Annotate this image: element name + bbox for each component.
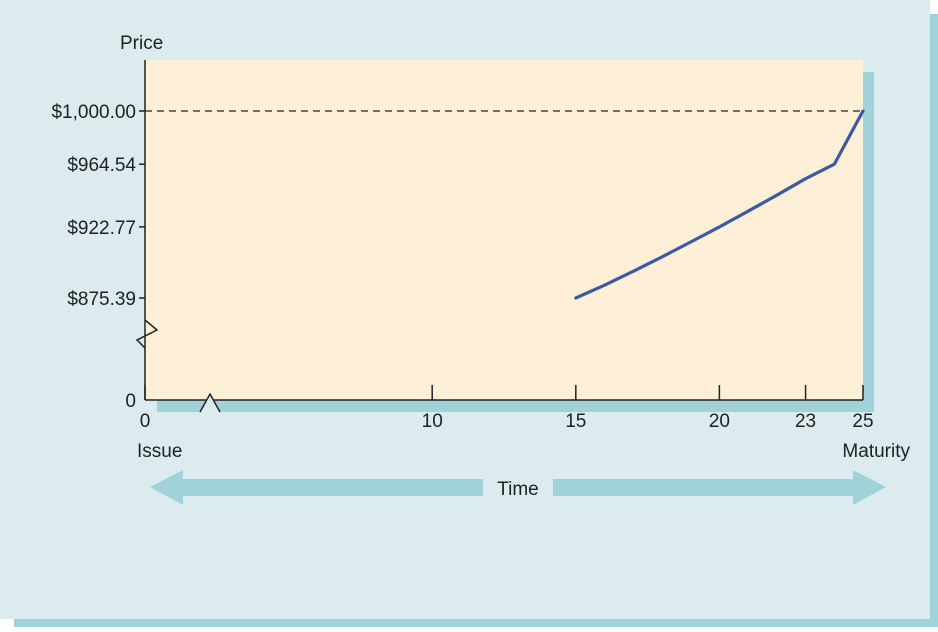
y-tick-label: $1,000.00: [51, 102, 136, 123]
y-axis: $1,000.00 $964.54 $922.77 $875.39 0: [51, 60, 146, 412]
x-axis: 0 10 15 20 23 25: [140, 385, 874, 432]
x-tick-label: 23: [795, 411, 816, 432]
time-label: Time: [497, 479, 539, 500]
time-arrow-right: [553, 470, 886, 505]
y-tick-label: 0: [125, 391, 136, 412]
x-tick-label: 20: [709, 411, 730, 432]
price-series-line: [574, 109, 865, 300]
series-group: [574, 109, 865, 300]
y-tick-label: $964.54: [67, 155, 136, 176]
x-axis-break-icon: [199, 392, 221, 413]
x-tick-label: 0: [140, 411, 151, 432]
x-start-label: Issue: [137, 441, 182, 462]
x-end-label: Maturity: [842, 441, 910, 462]
time-arrow-left: [150, 470, 483, 505]
x-tick-label: 25: [852, 411, 873, 432]
y-tick-label: $922.77: [67, 218, 136, 239]
y-axis-break-icon: [135, 319, 159, 349]
x-tick-label: 15: [565, 411, 586, 432]
y-axis-title: Price: [120, 33, 163, 54]
y-tick-label: $875.39: [67, 289, 136, 310]
x-tick-label: 10: [422, 411, 443, 432]
plot-area: [145, 60, 863, 400]
